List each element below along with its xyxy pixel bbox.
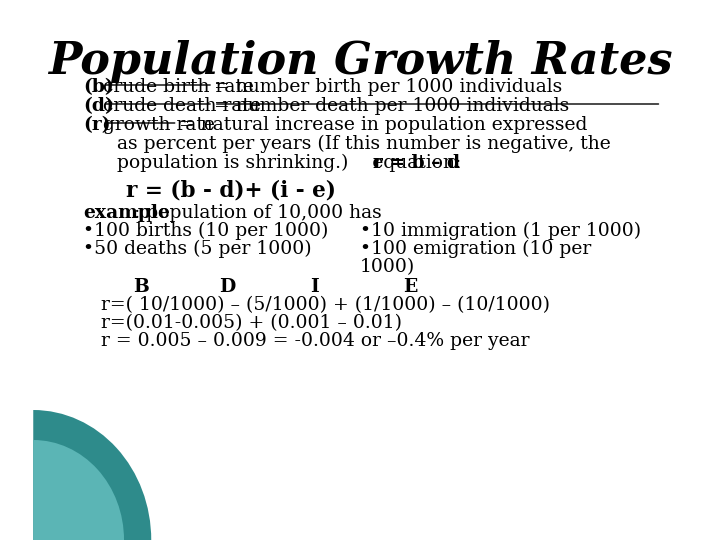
Text: growth rate: growth rate (103, 116, 215, 134)
Text: : population of 10,000 has: : population of 10,000 has (134, 204, 382, 222)
Text: = number birth per 1000 individuals: = number birth per 1000 individuals (214, 78, 562, 96)
Wedge shape (33, 410, 151, 540)
Text: •10 immigration (1 per 1000): •10 immigration (1 per 1000) (360, 222, 641, 240)
Text: (b): (b) (84, 78, 114, 96)
Wedge shape (33, 440, 124, 540)
Text: (d): (d) (84, 97, 114, 115)
Text: r=(0.01-0.005) + (0.001 – 0.01): r=(0.01-0.005) + (0.001 – 0.01) (102, 314, 402, 332)
Text: •50 deaths (5 per 1000): •50 deaths (5 per 1000) (84, 240, 312, 258)
Text: as percent per years (If this number is negative, the: as percent per years (If this number is … (117, 135, 611, 153)
Text: population is shrinking.)    equation:: population is shrinking.) equation: (117, 154, 479, 172)
Text: •100 births (10 per 1000): •100 births (10 per 1000) (84, 222, 328, 240)
Text: crude birth rate: crude birth rate (103, 78, 254, 96)
Text: r=( 10/1000) – (5/1000) + (1/1000) – (10/1000): r=( 10/1000) – (5/1000) + (1/1000) – (10… (102, 296, 550, 314)
Text: r = b – d: r = b – d (373, 154, 460, 172)
Text: •100 emigration (10 per: •100 emigration (10 per (360, 240, 591, 258)
Text: = number death per 1000 individuals: = number death per 1000 individuals (214, 97, 569, 115)
Text: example: example (84, 204, 170, 222)
Text: 1000): 1000) (360, 258, 415, 276)
Text: Population Growth Rates: Population Growth Rates (48, 40, 672, 83)
Text: r = (b - d)+ (i - e): r = (b - d)+ (i - e) (126, 180, 336, 202)
Text: D: D (220, 278, 235, 296)
Text: r = 0.005 – 0.009 = -0.004 or –0.4% per year: r = 0.005 – 0.009 = -0.004 or –0.4% per … (102, 332, 530, 350)
Text: = natural increase in population expressed: = natural increase in population express… (179, 116, 588, 134)
Text: crude death rate: crude death rate (103, 97, 261, 115)
Text: I: I (310, 278, 319, 296)
Text: E: E (404, 278, 418, 296)
Text: B: B (133, 278, 149, 296)
Text: (r): (r) (84, 116, 111, 134)
